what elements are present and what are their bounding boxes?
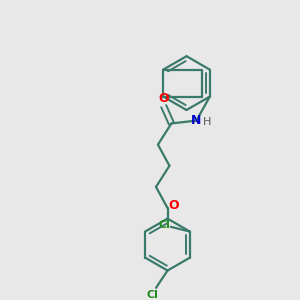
Text: H: H <box>203 116 211 127</box>
Text: Cl: Cl <box>146 290 158 300</box>
Text: O: O <box>168 199 178 212</box>
Text: Cl: Cl <box>158 220 170 230</box>
Text: O: O <box>158 92 169 105</box>
Text: N: N <box>191 114 202 127</box>
